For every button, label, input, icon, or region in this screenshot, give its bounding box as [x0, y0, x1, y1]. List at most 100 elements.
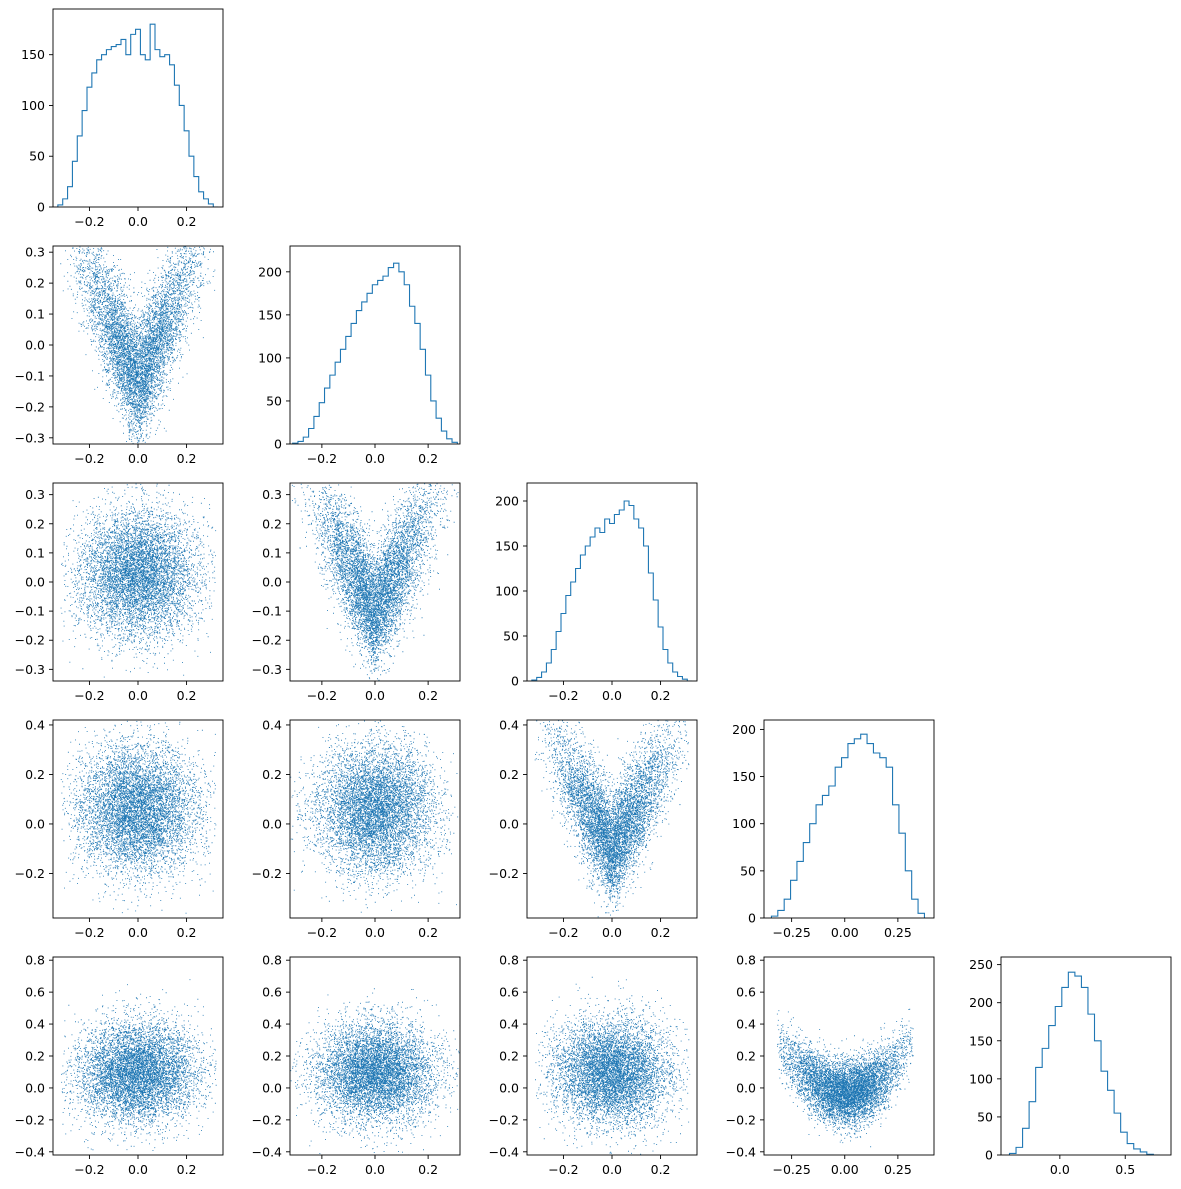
axes-frame — [52, 245, 224, 445]
x-tick-label: 0.0 — [365, 925, 385, 940]
x-tick-label: −0.2 — [548, 688, 578, 703]
histogram-bin — [436, 418, 441, 444]
histogram-bin — [561, 614, 566, 682]
histogram-step — [1008, 971, 1160, 1155]
y-tick-label: 0.0 — [262, 816, 282, 831]
panel-scatter-4-0: −0.2 0.0 0.2 −0.4 −0.2 0.0 0.2 0.4 0.6 0.8 — [15, 953, 224, 1177]
scatter-point-cloud — [60, 246, 216, 444]
y-tick-label: 0.1 — [25, 545, 45, 560]
histogram-bin — [394, 263, 399, 444]
histogram-bin — [367, 293, 372, 444]
x-tick-label: 0.2 — [177, 214, 197, 229]
histogram-bin — [106, 50, 111, 207]
histogram-bin — [803, 843, 809, 918]
panel-scatter-3-1: −0.2 0.0 0.2 −0.2 0.0 0.2 0.4 — [252, 717, 461, 940]
scatter-point-cloud — [290, 720, 459, 913]
y-tick-label: −0.4 — [252, 1144, 282, 1159]
histogram-bin — [126, 55, 131, 207]
x-tick-label: 0.0 — [128, 925, 148, 940]
y-tick-label: 100 — [21, 98, 45, 113]
y-tick-label: −0.1 — [15, 368, 45, 383]
histogram-bin — [639, 528, 644, 681]
y-tick-label: −0.2 — [252, 866, 282, 881]
y-tick-label: 150 — [969, 1033, 993, 1048]
histogram-bin — [174, 85, 179, 207]
y-tick-label: 0.2 — [736, 1049, 756, 1064]
y-tick-label: 0 — [274, 437, 282, 452]
scatter-point-cloud — [60, 720, 217, 914]
x-tick-label: 0.0 — [365, 451, 385, 466]
x-tick-label: −0.2 — [74, 451, 104, 466]
histogram-bin — [303, 437, 308, 444]
scatter-points — [535, 976, 691, 1155]
y-tick-label: −0.4 — [726, 1144, 756, 1159]
panel-scatter-3-0: −0.2 0.0 0.2 −0.2 0.0 0.2 0.4 — [15, 717, 224, 940]
y-tick-label: 150 — [732, 769, 756, 784]
histogram-bin — [854, 739, 860, 918]
histogram-bin — [383, 276, 388, 444]
histogram-bin — [1101, 1071, 1108, 1155]
axes-frame — [763, 719, 935, 919]
y-tick-label: 200 — [258, 264, 282, 279]
y-tick-label: 0.2 — [499, 767, 519, 782]
y-tick-label: 0.0 — [736, 1080, 756, 1095]
histogram-bin — [189, 156, 194, 207]
histogram-bin — [610, 524, 615, 682]
y-tick-label: 0.6 — [262, 985, 282, 1000]
histogram-bin — [546, 663, 551, 681]
scatter-points — [776, 1008, 914, 1148]
x-tick-label: 0.0 — [602, 925, 622, 940]
histogram-bin — [68, 187, 73, 207]
x-tick-label: −0.2 — [548, 925, 578, 940]
y-tick-label: 0.4 — [499, 717, 519, 732]
y-tick-label: −0.2 — [489, 866, 519, 881]
y-tick-label: 0.0 — [262, 575, 282, 590]
y-tick-label: 100 — [495, 584, 519, 599]
histogram-bin — [537, 677, 542, 681]
histogram-step — [57, 23, 219, 207]
histogram-bin — [1049, 1026, 1056, 1155]
y-tick-label: 150 — [258, 307, 282, 322]
histogram-bin — [372, 285, 377, 444]
y-tick-label: 0.0 — [262, 1080, 282, 1095]
y-tick-label: 0.3 — [262, 487, 282, 502]
plot-area — [57, 23, 219, 207]
scatter-points — [60, 246, 216, 444]
histogram-bin — [1081, 987, 1088, 1155]
x-tick-label: −0.25 — [772, 925, 810, 940]
y-tick-label: −0.1 — [15, 604, 45, 619]
y-tick-label: 0 — [37, 200, 45, 215]
histogram-bin — [605, 519, 610, 681]
y-tick-label: 0.8 — [499, 953, 519, 968]
y-tick-label: −0.3 — [15, 662, 45, 677]
histogram-bin — [784, 899, 790, 918]
y-tick-label: −0.2 — [15, 866, 45, 881]
x-tick-label: −0.25 — [772, 1162, 810, 1177]
x-tick-label: 0.0 — [365, 688, 385, 703]
histogram-bin — [678, 677, 683, 682]
plot-area — [60, 483, 217, 678]
histogram-bin — [551, 650, 556, 682]
histogram-step — [292, 262, 458, 444]
y-tick-label: 0 — [985, 1148, 993, 1163]
x-tick-label: 0.2 — [651, 1162, 671, 1177]
y-tick-label: 0.4 — [25, 717, 45, 732]
histogram-bin — [1140, 1152, 1147, 1155]
y-tick-label: 0.3 — [25, 487, 45, 502]
y-tick-label: 0.0 — [25, 575, 45, 590]
histogram-bin — [346, 336, 351, 444]
y-tick-label: 150 — [21, 47, 45, 62]
y-tick-label: 0 — [748, 911, 756, 926]
y-tick-label: 0.0 — [25, 816, 45, 831]
histogram-bin — [431, 401, 436, 444]
y-tick-label: −0.4 — [489, 1144, 519, 1159]
histogram-bin — [314, 416, 319, 444]
plot-area — [776, 1008, 914, 1148]
y-tick-label: −0.2 — [252, 633, 282, 648]
histogram-bin — [566, 596, 571, 682]
histogram-bin — [184, 131, 189, 207]
scatter-point-cloud — [61, 979, 217, 1151]
y-tick-label: −0.4 — [15, 1144, 45, 1159]
scatter-point-cloud — [290, 988, 460, 1155]
y-tick-label: 0.4 — [262, 1017, 282, 1032]
